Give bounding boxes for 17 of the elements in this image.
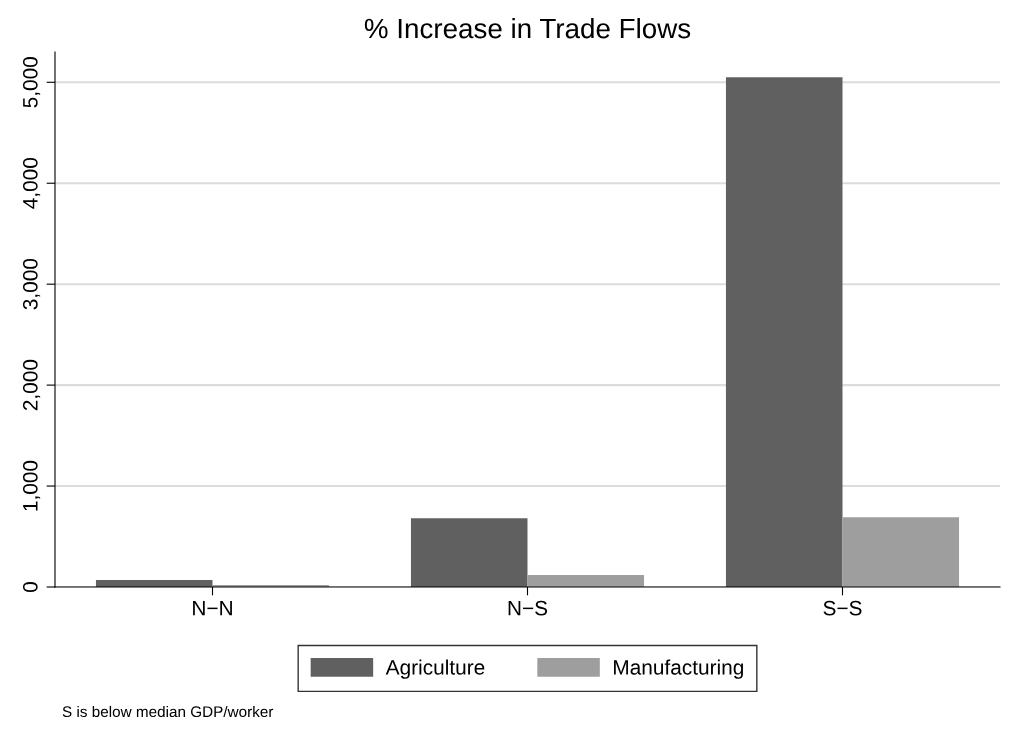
y-tick-label: 0 [22, 582, 38, 592]
x-tick-label: N−N [193, 600, 232, 616]
y-tick-label: 2,000 [22, 359, 41, 411]
chart-title: % Increase in Trade Flows [364, 17, 691, 39]
x-tick-label: N−S [508, 600, 548, 616]
bar [842, 517, 960, 587]
legend-label: Agriculture [385, 659, 485, 679]
x-tick-label: S−S [823, 600, 862, 616]
y-tick-label: 1,000 [22, 460, 41, 511]
text: S is below median GDP/worker [62, 705, 274, 718]
y-tick-label: 5,000 [22, 57, 41, 108]
y-tick-label: 3,000 [22, 258, 41, 310]
legend-label: Manufacturing [614, 659, 743, 679]
y-tick-label: 4,000 [22, 157, 41, 209]
bar [527, 574, 645, 587]
bar [725, 77, 843, 587]
bar [410, 518, 528, 587]
